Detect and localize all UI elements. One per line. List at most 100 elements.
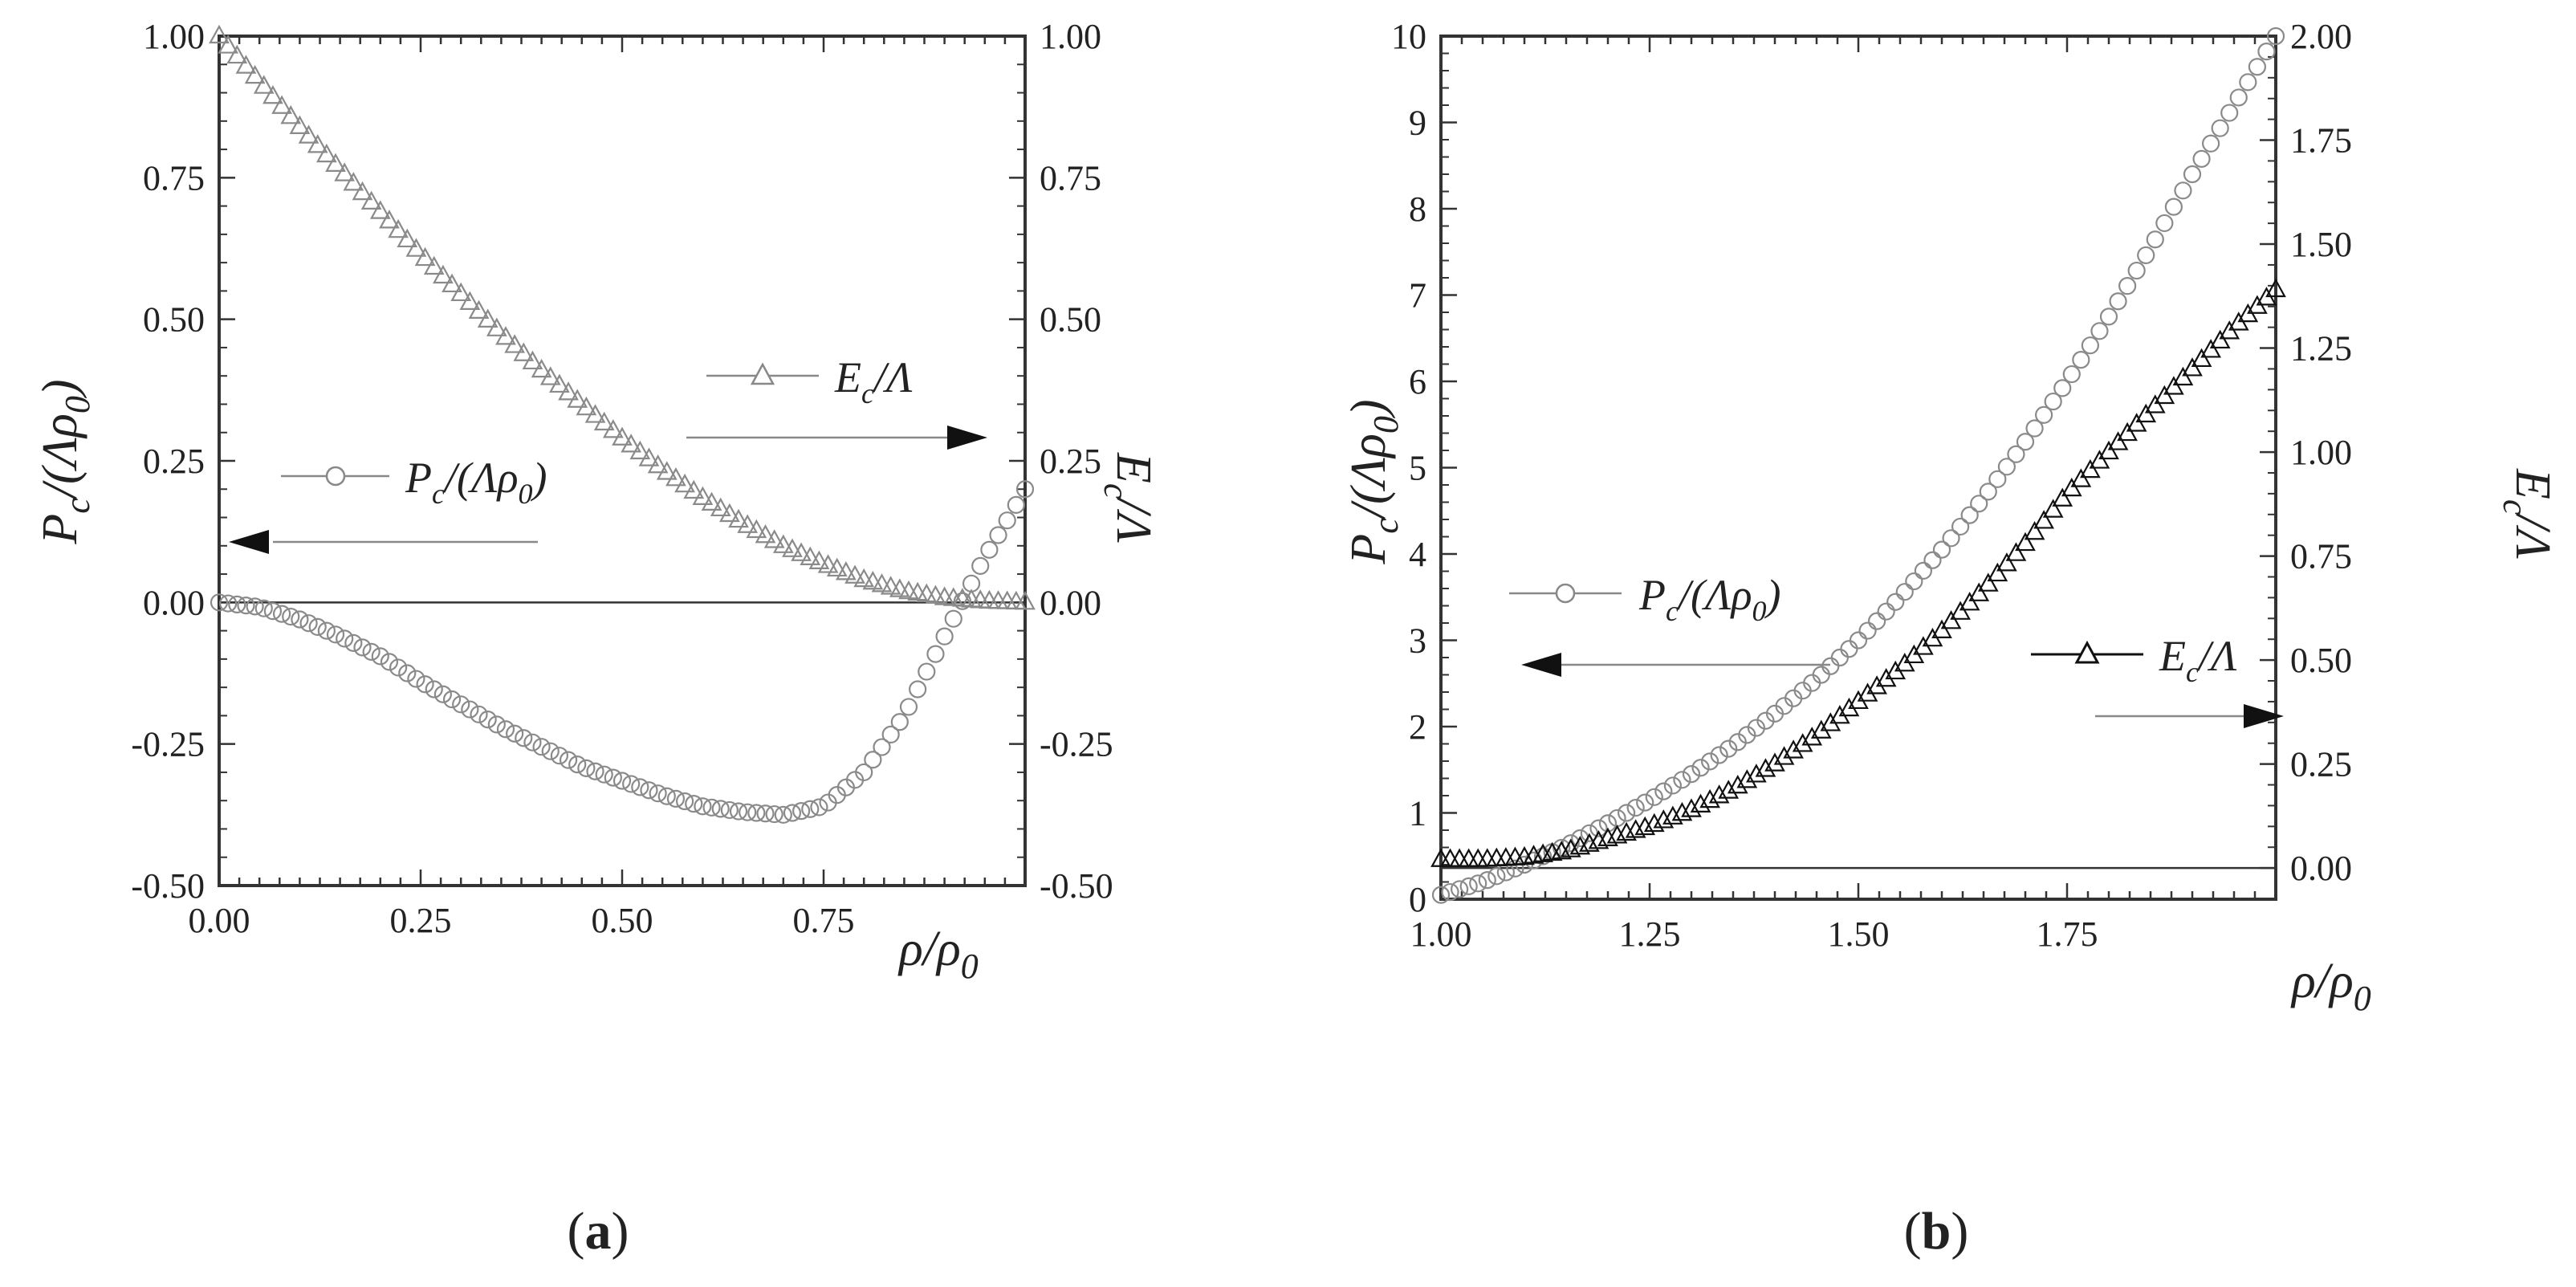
panel-a-energy-point [647, 454, 669, 474]
panel-b-energy-point [1597, 827, 1618, 846]
panel-a-pressure-point [219, 594, 238, 613]
panel-a-energy-point [987, 590, 1009, 609]
panel-b-energy-point [2098, 440, 2119, 460]
panel-b-pressure-point [1960, 506, 1979, 524]
panel-a-energy-point [719, 503, 740, 523]
panel-b-pressure-point [2099, 307, 2118, 326]
panel-b-energy-point [2107, 431, 2129, 450]
panel-a-legend: Ec/Λ Pc/(Λρ0) [229, 353, 987, 554]
panel-b-pressure-point [1830, 648, 1849, 667]
panel-b-energy-point [1783, 739, 1804, 759]
panel-b-energy-point [1449, 848, 1470, 867]
panel-a-pressure-point [336, 629, 354, 648]
panel-a-energy-point [513, 342, 535, 361]
panel-a-energy-point [728, 508, 749, 528]
panel-a-y-right-tick-label: -0.25 [1040, 725, 1113, 764]
panel-b-energy-point [1801, 727, 1823, 746]
panel-b-pressure-point [1663, 776, 1682, 795]
panel-b-pressure-point [2072, 351, 2090, 369]
panel-a-pressure-point [729, 802, 748, 821]
panel-b-pressure-point [1487, 867, 1506, 886]
panel-b-energy-point [1996, 552, 2017, 572]
panel-b-chart: 1.00 1.25 1.50 1.75 0 1 2 3 4 5 6 7 8 9 10 0.00 0.25 0.50… [1341, 17, 2560, 1018]
panel-b-energy-point [1931, 619, 1952, 638]
panel-b-pressure-point [2109, 292, 2127, 311]
panel-a-y-left-tick-label: 0.00 [143, 583, 205, 622]
panel-a-pressure-point [1007, 495, 1025, 514]
panel-a-energy-point [325, 153, 346, 172]
panel-a-energy-point [477, 308, 499, 328]
panel-a-pressure-point [407, 670, 425, 688]
panel-a-x-tick-label: 0.00 [189, 901, 250, 940]
panel-a-pressure-point [237, 596, 255, 615]
panel-b-pressure-point [2025, 419, 2044, 438]
panel-b-left-axis-title: Pc/(Λρ0) [1341, 399, 1406, 564]
panel-a-legend-energy-label: Ec/Λ [834, 353, 913, 409]
panel-a-pressure-point [452, 695, 470, 714]
panel-a-pressure-point [873, 738, 891, 756]
panel-a-pressure-point [881, 725, 900, 744]
panel-b-energy-point [2015, 531, 2036, 552]
panel-b-energy-point [2200, 339, 2221, 358]
panel-a-y-left-tick-label: 1.00 [143, 17, 205, 56]
panel-a-y-right-tick-label: 0.25 [1040, 442, 1101, 481]
panel-a-energy-point [701, 491, 722, 511]
panel-a-pressure-point [317, 621, 336, 640]
panel-a-energy-point [612, 426, 633, 446]
panel-a-pressure-point [890, 713, 909, 731]
panel-b-energy-point [2033, 510, 2054, 529]
panel-b-energy-point [2042, 499, 2064, 518]
panel-b-pressure-point [1608, 808, 1626, 828]
panel-a-pressure-point [918, 662, 936, 681]
panel-a-energy-point [996, 590, 1018, 609]
panel-a-energy-point [817, 554, 839, 573]
panel-a-pressure-point [801, 800, 820, 818]
panel-b-energy-point [1579, 833, 1600, 852]
panel-b-energy-point [1987, 562, 2008, 582]
panel-a-energy-point [746, 519, 767, 539]
panel-a-energy-point [772, 534, 794, 553]
panel-b-energy-point [1625, 819, 1646, 838]
panel-a-legend-pressure: Pc/(Λρ0) [229, 454, 547, 554]
panel-b-pressure-point [2239, 73, 2257, 92]
panel-b-energy-point [2209, 329, 2231, 349]
panel-a-pressure-point [523, 733, 542, 751]
panel-a-legend-energy: Ec/Λ [686, 353, 987, 450]
panel-a-energy-point [397, 228, 418, 248]
panel-a-x-axis-title: ρ/ρ0 [897, 922, 979, 986]
panel-a-energy-point [602, 419, 624, 438]
panel-b-energy-point [1476, 848, 1498, 867]
panel-a-pressure-point [344, 633, 363, 652]
panel-b-pressure-point [2137, 246, 2155, 265]
panel-b-pressure-point [1451, 880, 1469, 898]
panel-b-pressure-point [1719, 739, 1738, 758]
panel-b-energy-point [2182, 357, 2203, 377]
panel-b-energy-point [2265, 278, 2286, 298]
panel-b-energy-point [1560, 838, 1581, 857]
panel-b-legend-pressure-arrow [1521, 653, 1561, 677]
panel-a-pressure-point [282, 607, 300, 626]
panel-b-energy-point [2024, 520, 2045, 540]
panel-a-energy-point [871, 573, 893, 593]
panel-a-x-tick-label: 0.50 [592, 901, 653, 940]
panel-b-energy-point [1690, 793, 1711, 813]
panel-b-energy-point [1662, 805, 1683, 825]
panel-a-energy-point [271, 95, 292, 114]
panel-b-pressure-point [1645, 788, 1663, 806]
panel-b-energy-point [2005, 542, 2027, 561]
panel-b-energy-point [2126, 413, 2147, 432]
panel-a-pressure-point [362, 642, 380, 661]
panel-b-y-right-tick-label: 0.25 [2290, 745, 2352, 784]
panel-b-pressure-point [1654, 782, 1673, 800]
panel-a-y-right-tick-label: -0.50 [1040, 866, 1113, 906]
panel-b-energy-point [1671, 801, 1693, 821]
panel-a-pressure-point [246, 597, 264, 616]
panel-b-energy-point [1959, 592, 1980, 611]
panel-a-pressure-point [694, 797, 712, 816]
panel-a-x-tick-label: 0.75 [793, 901, 855, 940]
panel-b-x-tick-label: 1.50 [1828, 914, 1890, 954]
panel-b-legend-energy: Ec/Λ [2031, 632, 2284, 728]
panel-a-energy-point [459, 291, 481, 310]
panel-a-energy-point [558, 381, 579, 401]
panel-b-y-left-tick-label: 1 [1409, 794, 1426, 833]
